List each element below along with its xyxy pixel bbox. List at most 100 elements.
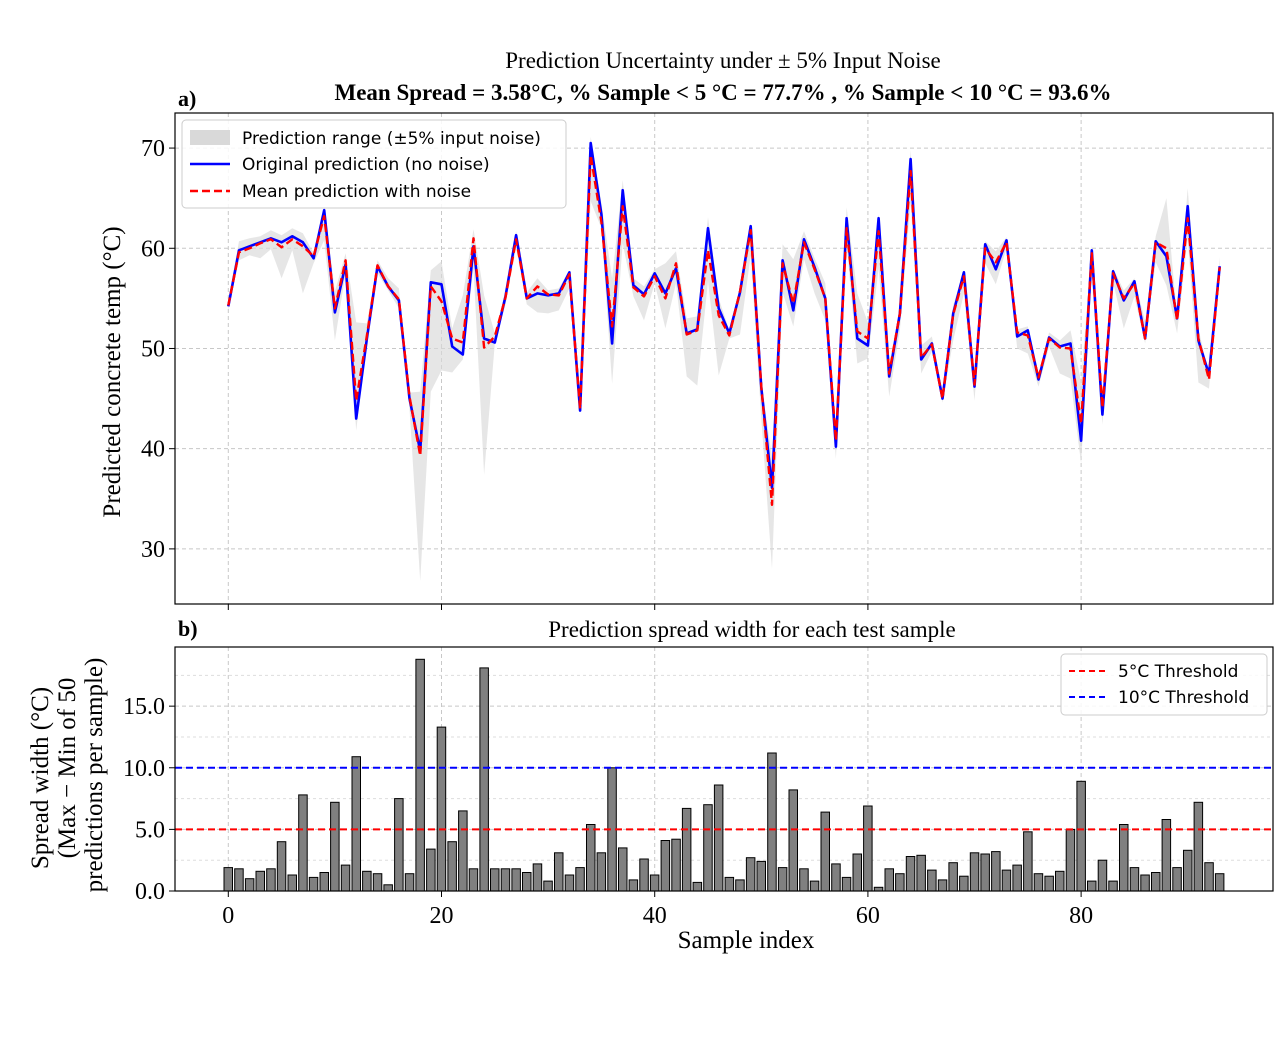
spread-bar	[948, 862, 958, 892]
spread-bar	[447, 841, 457, 892]
panel-b-xtick-label: 80	[1069, 903, 1093, 929]
panel-b-ytick-label: 0.0	[135, 879, 165, 905]
spread-bar	[522, 872, 532, 892]
spread-bar	[809, 880, 820, 892]
spread-bar	[319, 872, 329, 892]
spread-bar	[991, 851, 1001, 892]
spread-bar	[980, 853, 990, 892]
panel-b-frame	[174, 646, 1274, 892]
legend-band-label: Prediction range (±5% input noise)	[242, 129, 541, 149]
spread-bar	[1193, 801, 1204, 892]
spread-bar	[394, 798, 404, 892]
spread-bar	[351, 756, 361, 892]
spread-bar	[244, 878, 255, 892]
spread-bar	[1076, 780, 1086, 892]
spread-bar	[1001, 869, 1012, 892]
spread-bar	[404, 873, 415, 892]
panel-b-xtick-label: 20	[430, 903, 454, 929]
spread-bar	[266, 868, 276, 892]
spread-bar	[681, 807, 692, 892]
spread-bar	[1140, 874, 1150, 892]
spread-bar	[362, 870, 372, 892]
spread-bar	[586, 824, 596, 892]
spread-bar	[660, 840, 671, 892]
spread-bar	[1151, 872, 1161, 892]
panel-a-legend: Prediction range (±5% input noise) Origi…	[181, 119, 567, 209]
spread-bar	[724, 876, 735, 892]
spread-bar	[777, 867, 788, 892]
panel-b-ytick-label: 10.0	[123, 756, 165, 782]
spread-bar	[959, 875, 969, 892]
spread-bar	[969, 852, 980, 892]
spread-bar	[490, 868, 500, 892]
spread-bar	[287, 874, 297, 892]
panel-b-xtick-label: 40	[643, 903, 667, 929]
mean-prediction-line	[227, 153, 1221, 506]
panel-a-ytick-label: 50	[141, 336, 165, 362]
panel-b-xtick-label: 0	[222, 903, 234, 929]
spread-bar	[383, 884, 393, 892]
panel-a-lines-layer	[227, 141, 1221, 506]
spread-bar	[884, 868, 894, 892]
spread-bar	[1097, 859, 1108, 892]
panel-b-ylabel-line1: Spread width (°C)	[27, 687, 54, 869]
panel-b-ylabel-line3: predictions per sample)	[81, 658, 108, 893]
panel-b-label: b)	[178, 616, 198, 641]
spread-bar	[255, 870, 265, 892]
panel-a-ticks: 30 40 50 60 70	[141, 136, 1082, 610]
legend-band-swatch	[190, 130, 230, 145]
panel-a-legend-box	[181, 119, 567, 209]
panel-b-ytick-label: 5.0	[135, 817, 165, 843]
spread-bar	[639, 858, 649, 892]
panel-b-xlabel: Sample index	[678, 927, 815, 954]
spread-bar	[916, 854, 926, 892]
spread-bar	[1065, 828, 1076, 892]
spread-bar	[863, 805, 873, 892]
spread-bar	[820, 811, 830, 892]
spread-bar	[756, 860, 766, 892]
panel-b-ylabel: Spread width (°C) (Max − Min of 50 predi…	[27, 658, 108, 893]
panel-b-legend-box	[1060, 653, 1268, 716]
spread-bar	[841, 876, 852, 892]
spread-bar	[564, 874, 575, 892]
spread-bar	[618, 847, 628, 892]
spread-bar	[1012, 864, 1022, 892]
panel-b-legend: 5°C Threshold 10°C Threshold	[1060, 653, 1268, 716]
panel-b-ylabel-line2: (Max − Min of 50	[54, 678, 81, 859]
spread-bar	[767, 752, 777, 892]
figure-title-line2: Mean Spread = 3.58°C, % Sample < 5 °C = …	[335, 80, 1112, 105]
spread-bar	[649, 874, 660, 892]
spread-bar	[671, 838, 681, 892]
panel-b: b) Prediction spread width for each test…	[27, 616, 1274, 954]
spread-bar	[1055, 870, 1065, 892]
legend-5c-label: 5°C Threshold	[1118, 662, 1238, 682]
spread-bar	[628, 879, 639, 892]
panel-b-thresholds-layer	[175, 766, 1273, 831]
spread-bar	[937, 879, 948, 892]
prediction-range-band	[228, 137, 1220, 581]
panel-a-ytick-label: 30	[141, 537, 165, 563]
spread-bar	[1204, 862, 1214, 892]
panel-a-frame	[174, 112, 1274, 605]
spread-bar	[426, 848, 436, 892]
spread-bar	[895, 873, 905, 892]
spread-bar	[543, 880, 553, 892]
spread-bar	[276, 841, 287, 892]
spread-bar	[1023, 831, 1033, 892]
spread-bar	[927, 869, 937, 892]
spread-bar	[468, 868, 479, 892]
spread-bar	[436, 726, 447, 892]
spread-bar	[596, 852, 607, 892]
spread-bar	[511, 868, 521, 892]
panel-b-ticks: 0 20 40 60 80 0.0 5.0 10.0 15.0	[123, 694, 1093, 929]
spread-bar	[234, 868, 244, 892]
spread-bar	[745, 857, 756, 892]
spread-bar	[735, 879, 745, 892]
spread-bar	[1108, 880, 1118, 892]
panel-b-xtick-label: 60	[856, 903, 880, 929]
spread-bar	[298, 794, 308, 892]
spread-bar	[415, 658, 425, 892]
spread-bar	[1214, 873, 1225, 892]
legend-original-label: Original prediction (no noise)	[242, 155, 490, 175]
